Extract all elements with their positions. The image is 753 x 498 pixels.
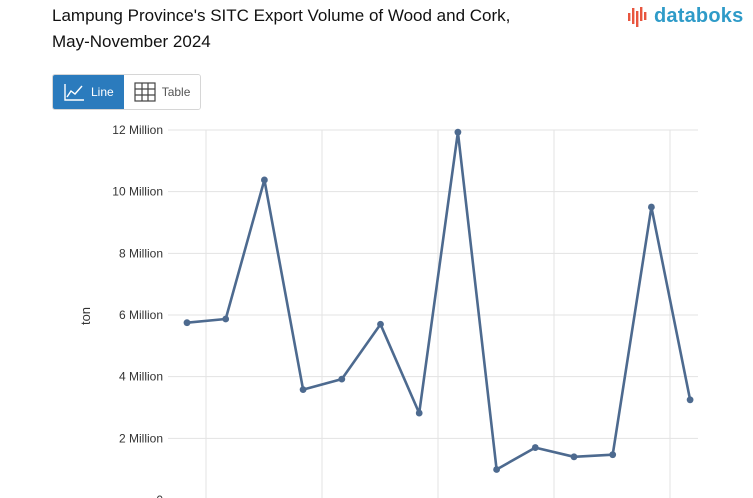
y-tick-labels: 0 2 Million 4 Million 6 Million 8 Million 10 … bbox=[112, 123, 163, 498]
y-tick-label-3: 6 Million bbox=[119, 308, 163, 322]
y-tick-label-0: 0 bbox=[156, 493, 163, 498]
databoks-bars-icon bbox=[628, 7, 647, 27]
chart-title: Lampung Province's SITC Export Volume of… bbox=[52, 3, 612, 55]
table-grid-icon bbox=[134, 82, 156, 102]
horizontal-gridlines bbox=[168, 129, 698, 439]
data-point-1[interactable] bbox=[222, 315, 230, 323]
table-view-button[interactable]: Table bbox=[123, 75, 201, 109]
data-point-4[interactable] bbox=[338, 375, 346, 383]
data-point-11[interactable] bbox=[609, 451, 617, 459]
y-tick-label-2: 4 Million bbox=[119, 370, 163, 384]
y-tick-label-6: 12 Million bbox=[112, 123, 163, 137]
y-tick-label-4: 8 Million bbox=[119, 246, 163, 260]
data-point-9[interactable] bbox=[531, 444, 539, 451]
data-point-13[interactable] bbox=[686, 396, 694, 404]
logo-text: databoks bbox=[654, 4, 744, 27]
y-tick-label-1: 2 Million bbox=[119, 431, 163, 445]
data-point-3[interactable] bbox=[299, 386, 307, 394]
chart-title-line-1: Lampung Province's SITC Export Volume of… bbox=[52, 6, 511, 25]
line-view-button[interactable]: Line bbox=[53, 75, 124, 109]
data-point-7[interactable] bbox=[454, 128, 462, 136]
databoks-logo[interactable]: databoks bbox=[626, 4, 743, 28]
data-point-2[interactable] bbox=[261, 176, 268, 184]
data-point-0[interactable] bbox=[183, 319, 191, 327]
chart-title-line-2: May-November 2024 bbox=[52, 32, 211, 51]
series-line-0 bbox=[186, 130, 692, 471]
view-toggle: Line Table bbox=[52, 74, 202, 110]
vertical-gridlines bbox=[205, 130, 671, 498]
line-view-label: Line bbox=[91, 85, 114, 99]
data-point-8[interactable] bbox=[493, 466, 500, 473]
data-point-6[interactable] bbox=[415, 409, 423, 417]
line-chart-icon bbox=[64, 84, 84, 101]
data-point-5[interactable] bbox=[377, 320, 384, 328]
series-group bbox=[183, 128, 694, 473]
data-point-10[interactable] bbox=[570, 453, 578, 461]
y-tick-label-5: 10 Million bbox=[112, 185, 163, 199]
data-point-12[interactable] bbox=[648, 203, 655, 211]
table-view-label: Table bbox=[161, 85, 191, 99]
